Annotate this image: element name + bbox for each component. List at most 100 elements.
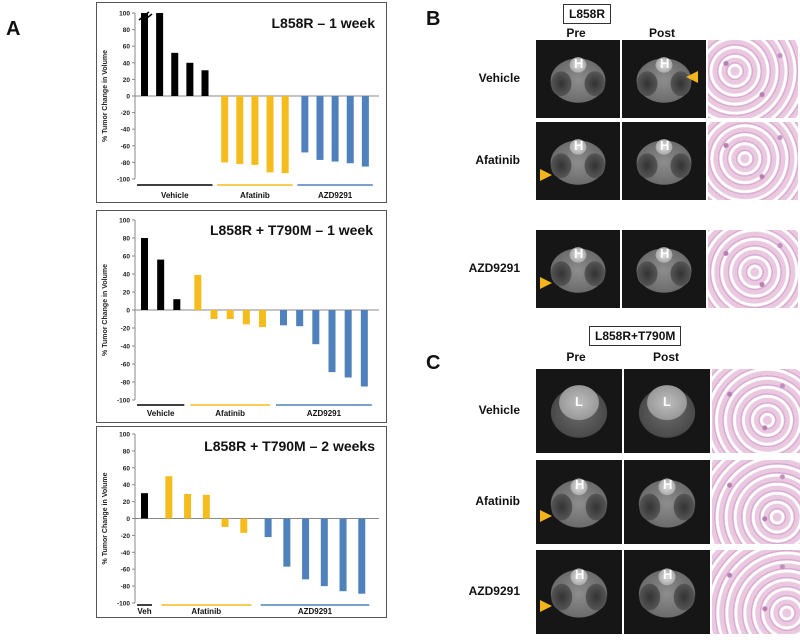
mri-vehicle-post: L xyxy=(624,369,710,453)
bar-azd9291-3 xyxy=(331,96,339,162)
organ-letter: L xyxy=(663,394,671,410)
bar-azd9291-5 xyxy=(339,518,347,592)
bar-chart-1: -100 -80 -60 -40 -20 0 20 40 60 80 100 % Tumor Chan… xyxy=(102,11,379,200)
chart-title: L858R – 1 week xyxy=(271,15,375,31)
bar-vehicle-2 xyxy=(157,259,165,310)
bar-afatinib-1 xyxy=(221,96,229,163)
y-tick-label: 20 xyxy=(123,499,131,506)
bar-afatinib-1 xyxy=(194,274,202,310)
y-tick-label: -20 xyxy=(121,533,131,540)
y-tick-label: 80 xyxy=(123,448,131,455)
col-label-post-c: Post xyxy=(652,350,679,364)
mri-azd9291-post: H xyxy=(622,230,706,308)
organ-letter: H xyxy=(574,137,584,153)
y-tick-label: 0 xyxy=(126,516,130,523)
arrow-marker-icon xyxy=(540,510,552,523)
bar-afatinib-5 xyxy=(240,518,248,533)
bar-azd9291-4 xyxy=(328,310,336,373)
organ-letter: H xyxy=(660,55,670,71)
y-tick-label: -60 xyxy=(121,362,131,369)
bar-afatinib-4 xyxy=(242,310,250,325)
y-tick-label: 60 xyxy=(123,465,131,472)
bar-afatinib-5 xyxy=(281,96,289,174)
bar-azd9291-4 xyxy=(346,96,354,164)
chart-box-2: -100 -80 -60 -40 -20 0 20 40 60 80 100 % Tumor Chan… xyxy=(96,210,387,423)
y-tick-label: -80 xyxy=(121,160,131,167)
organ-letter: H xyxy=(574,55,584,71)
bar-vehicle-2 xyxy=(156,13,164,96)
sample-label-c: L858R+T790M xyxy=(589,326,682,346)
histology-afatinib xyxy=(712,460,800,544)
bar-azd9291-2 xyxy=(296,310,304,327)
group-label-azd9291: AZD9291 xyxy=(307,409,342,418)
mri-vehicle-pre: L xyxy=(536,369,622,453)
mri-afatinib-pre: H xyxy=(536,460,622,544)
organ-letter: H xyxy=(575,476,585,492)
organ-letter: H xyxy=(660,137,670,153)
row-label-afatinib: Afatinib xyxy=(475,153,520,167)
arrow-marker-icon xyxy=(540,600,552,613)
mri-azd9291-pre: H xyxy=(536,230,620,308)
row-label-azd9291: AZD9291 xyxy=(468,261,520,275)
organ-letter: H xyxy=(575,566,585,582)
bar-afatinib-2 xyxy=(184,493,192,519)
group-label-afatinib: Afatinib xyxy=(240,191,270,200)
histology-vehicle xyxy=(708,40,798,118)
bar-afatinib-5 xyxy=(259,310,266,328)
bar-vehicle-4 xyxy=(186,62,194,96)
y-axis-label: % Tumor Change in Volume xyxy=(102,264,109,356)
bar-azd9291-5 xyxy=(344,310,352,378)
y-tick-label: -60 xyxy=(121,567,131,574)
bar-azd9291-5 xyxy=(361,96,369,167)
group-label-vehicle: Vehicle xyxy=(161,191,189,200)
arrow-marker-icon xyxy=(686,71,698,84)
bar-azd9291-4 xyxy=(320,518,328,587)
bar-azd9291-6 xyxy=(358,518,366,594)
y-tick-label: 20 xyxy=(123,290,131,297)
histology-vehicle xyxy=(712,369,800,453)
bar-vehicle-1 xyxy=(141,238,148,310)
histology-azd9291 xyxy=(712,550,800,634)
y-tick-label: 20 xyxy=(123,77,131,84)
y-tick-label: -100 xyxy=(117,601,130,608)
mri-vehicle-post: H xyxy=(622,40,706,118)
bar-afatinib-3 xyxy=(202,494,210,519)
bar-afatinib-4 xyxy=(221,518,229,527)
bar-vehicle-1 xyxy=(141,13,148,96)
row-label-azd9291: AZD9291 xyxy=(468,584,520,598)
bar-azd9291-1 xyxy=(264,518,272,538)
row-label-vehicle: Vehicle xyxy=(478,403,520,417)
y-tick-label: -20 xyxy=(121,326,131,333)
chart-box-3: -100 -80 -60 -40 -20 0 20 40 60 80 100 % Tumor Chan… xyxy=(96,426,387,618)
bar-azd9291-2 xyxy=(316,96,324,160)
chart-title: L858R + T790M – 2 weeks xyxy=(204,438,375,454)
group-label-veh: Veh xyxy=(137,607,151,616)
histology-azd9291 xyxy=(708,230,798,308)
y-axis-label: % Tumor Change in Volume xyxy=(102,472,109,564)
organ-letter: L xyxy=(575,394,583,410)
bar-azd9291-2 xyxy=(283,518,291,567)
bar-azd9291-6 xyxy=(360,310,368,387)
y-tick-label: -100 xyxy=(117,398,130,405)
y-tick-label: 40 xyxy=(123,482,131,489)
mri-azd9291-post: H xyxy=(624,550,710,634)
group-label-azd9291: AZD9291 xyxy=(298,607,333,616)
y-tick-label: 80 xyxy=(123,236,131,243)
y-tick-label: 100 xyxy=(119,218,130,225)
y-tick-label: 60 xyxy=(123,254,131,261)
bar-azd9291-1 xyxy=(301,96,309,153)
bar-chart-2: -100 -80 -60 -40 -20 0 20 40 60 80 100 % Tumor Chan… xyxy=(102,218,379,418)
y-tick-label: -20 xyxy=(121,110,131,117)
organ-letter: H xyxy=(574,245,584,261)
col-label-post-b: Post xyxy=(648,26,675,40)
group-label-afatinib: Afatinib xyxy=(191,607,221,616)
mri-vehicle-pre: H xyxy=(536,40,620,118)
row-label-vehicle: Vehicle xyxy=(478,71,520,85)
y-tick-label: 40 xyxy=(123,60,131,67)
group-label-azd9291: AZD9291 xyxy=(318,191,353,200)
panel-letter-a: A xyxy=(6,18,21,40)
mri-azd9291-pre: H xyxy=(536,550,622,634)
bar-afatinib-4 xyxy=(266,96,274,173)
bar-veh-1 xyxy=(141,493,148,519)
y-tick-label: -60 xyxy=(121,143,131,150)
